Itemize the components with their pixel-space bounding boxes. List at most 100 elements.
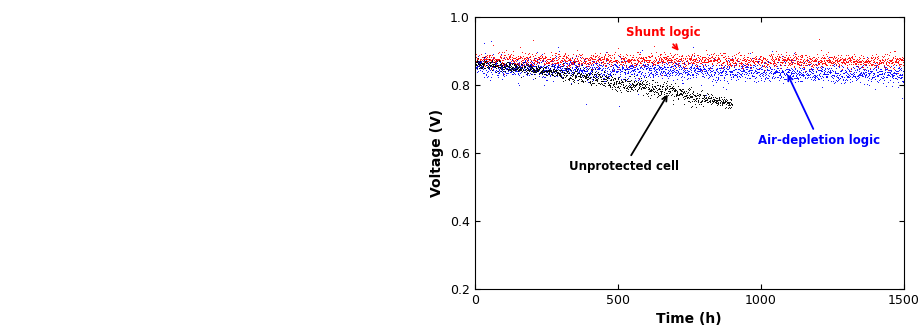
Point — [703, 99, 717, 104]
Point — [726, 73, 740, 79]
Point — [755, 69, 770, 75]
Point — [656, 90, 671, 95]
Point — [573, 76, 588, 82]
Point — [474, 59, 489, 64]
Point — [738, 56, 752, 62]
Point — [824, 69, 839, 75]
Point — [499, 63, 514, 69]
Point — [614, 55, 629, 61]
Point — [599, 69, 614, 74]
Point — [625, 68, 640, 73]
Point — [642, 57, 656, 62]
Point — [790, 56, 805, 61]
Point — [590, 58, 605, 64]
Point — [892, 65, 906, 71]
Point — [761, 68, 775, 73]
Point — [708, 54, 723, 59]
Point — [896, 79, 911, 85]
Point — [656, 61, 671, 67]
Point — [504, 61, 519, 67]
Point — [504, 65, 519, 71]
Point — [527, 69, 542, 74]
Point — [527, 76, 542, 81]
Point — [703, 94, 718, 99]
Point — [592, 65, 607, 71]
Point — [719, 58, 734, 64]
Point — [802, 62, 817, 67]
Point — [697, 94, 712, 99]
Point — [617, 62, 632, 67]
Point — [628, 82, 643, 88]
Point — [489, 57, 503, 63]
Point — [479, 62, 494, 68]
Point — [549, 50, 563, 55]
Point — [845, 79, 859, 84]
Point — [803, 71, 818, 77]
Point — [743, 70, 758, 75]
Point — [841, 73, 856, 78]
Point — [703, 58, 717, 63]
Point — [475, 67, 490, 72]
Point — [692, 68, 707, 73]
Point — [607, 80, 621, 85]
Point — [646, 91, 661, 97]
Point — [606, 62, 621, 68]
Point — [473, 57, 488, 62]
Point — [643, 70, 657, 75]
Point — [877, 63, 892, 68]
Point — [536, 58, 550, 63]
Point — [723, 101, 738, 107]
Point — [774, 69, 789, 74]
Point — [706, 73, 721, 78]
Point — [834, 73, 849, 78]
Point — [559, 67, 573, 72]
Point — [737, 67, 751, 72]
Point — [495, 71, 510, 76]
Point — [808, 75, 822, 81]
Point — [503, 60, 518, 65]
Point — [849, 73, 864, 78]
Point — [476, 61, 491, 66]
Point — [547, 70, 561, 75]
Point — [686, 89, 701, 94]
Point — [813, 67, 828, 73]
Point — [853, 61, 868, 67]
Point — [863, 58, 878, 64]
Point — [591, 66, 606, 71]
Point — [674, 71, 689, 76]
Point — [844, 68, 858, 73]
Point — [542, 62, 557, 67]
Point — [718, 99, 733, 104]
Point — [477, 58, 491, 63]
Point — [888, 75, 903, 80]
Point — [545, 72, 560, 77]
Point — [856, 66, 870, 71]
Point — [878, 61, 892, 66]
Point — [606, 83, 621, 88]
Point — [717, 77, 732, 82]
Point — [594, 60, 609, 66]
Point — [843, 76, 857, 81]
Point — [484, 57, 499, 62]
Point — [704, 91, 719, 96]
Point — [624, 71, 639, 76]
Point — [730, 74, 745, 79]
Point — [705, 95, 720, 100]
Point — [856, 73, 870, 79]
Point — [839, 59, 854, 64]
Point — [762, 73, 776, 78]
Point — [809, 57, 823, 62]
Point — [815, 55, 830, 60]
Point — [502, 63, 516, 68]
Point — [529, 68, 544, 74]
Point — [508, 68, 523, 74]
Point — [719, 69, 734, 75]
Point — [857, 62, 872, 67]
Point — [507, 70, 522, 75]
Point — [752, 55, 767, 61]
Point — [483, 66, 498, 71]
Point — [547, 68, 561, 73]
Point — [666, 68, 680, 73]
Point — [858, 67, 873, 72]
Point — [723, 58, 738, 63]
